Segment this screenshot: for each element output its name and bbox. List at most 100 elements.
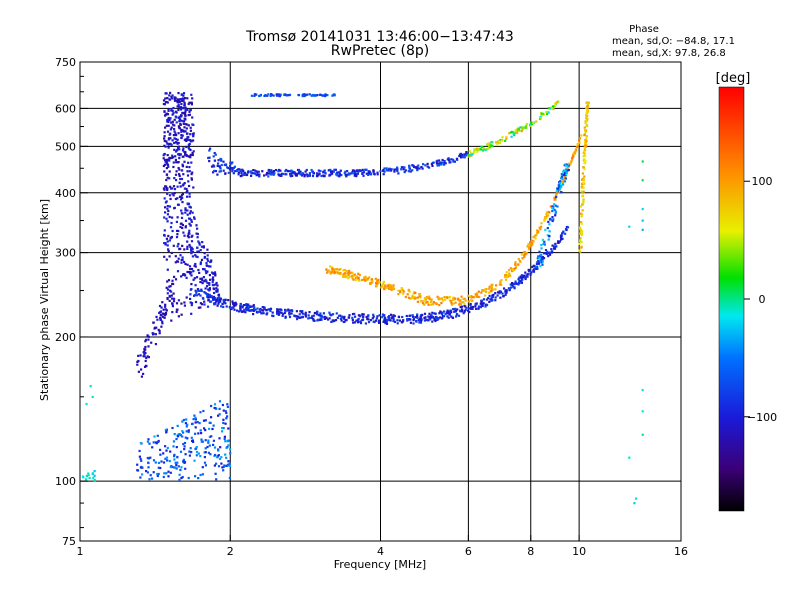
data-point <box>159 318 162 321</box>
data-point <box>491 144 494 147</box>
data-point <box>208 435 211 438</box>
data-point <box>225 417 228 420</box>
data-point <box>311 315 314 318</box>
data-point <box>319 318 322 321</box>
data-point <box>530 271 533 274</box>
data-point <box>196 227 199 230</box>
data-point <box>557 186 560 189</box>
data-point <box>175 229 179 232</box>
data-point <box>285 173 288 176</box>
data-point <box>166 288 170 291</box>
data-point <box>167 109 170 112</box>
data-point <box>188 229 191 232</box>
data-point <box>304 170 307 173</box>
data-point <box>584 161 587 165</box>
data-point <box>166 297 169 301</box>
data-point <box>213 297 216 300</box>
data-point <box>155 326 158 329</box>
data-point <box>419 317 422 320</box>
data-point <box>301 310 304 313</box>
data-point <box>163 197 166 200</box>
data-point <box>527 270 531 273</box>
data-point <box>167 137 171 140</box>
data-point <box>406 318 409 321</box>
data-point <box>166 280 169 283</box>
data-point <box>426 165 429 168</box>
data-point <box>160 325 163 328</box>
data-point <box>308 316 311 319</box>
data-point <box>449 300 452 303</box>
data-point <box>586 124 589 127</box>
data-point <box>188 265 192 268</box>
data-point <box>192 186 195 189</box>
data-point <box>261 170 264 173</box>
data-point <box>284 315 287 318</box>
data-point <box>553 245 556 248</box>
y-tick-label: 300 <box>55 247 76 260</box>
data-point <box>262 312 265 315</box>
data-point <box>474 305 477 308</box>
data-point <box>250 172 253 175</box>
data-point <box>570 161 573 164</box>
data-point <box>522 276 525 279</box>
data-point <box>584 148 587 151</box>
data-point <box>463 302 466 305</box>
data-point <box>278 313 281 316</box>
data-point <box>166 118 170 121</box>
data-point <box>194 284 197 287</box>
data-point <box>326 270 329 273</box>
data-point <box>435 317 438 320</box>
data-point <box>468 307 471 310</box>
data-point <box>191 247 194 251</box>
data-point <box>199 249 202 252</box>
data-point <box>343 268 346 272</box>
data-point <box>447 310 450 313</box>
data-point <box>467 294 470 297</box>
data-point <box>193 217 196 220</box>
data-point <box>272 173 275 176</box>
data-point <box>476 295 479 298</box>
data-point <box>354 276 358 280</box>
data-point <box>252 169 255 172</box>
data-point <box>485 288 488 291</box>
data-point <box>319 169 322 173</box>
data-point <box>173 137 176 140</box>
data-point <box>373 172 376 175</box>
data-point <box>190 436 193 439</box>
data-point <box>539 260 542 263</box>
y-tick-label: 200 <box>55 331 76 344</box>
data-point <box>164 185 167 188</box>
data-point <box>177 141 180 145</box>
data-point <box>188 232 191 235</box>
data-point <box>170 121 173 124</box>
data-point <box>212 298 215 301</box>
data-point <box>318 172 321 176</box>
data-point <box>370 278 373 281</box>
data-point <box>185 187 188 191</box>
data-point <box>223 464 226 467</box>
data-point <box>229 452 232 455</box>
data-point <box>227 167 230 170</box>
data-point <box>206 264 209 267</box>
data-point <box>201 282 204 285</box>
data-point <box>215 298 218 301</box>
data-point <box>441 158 444 162</box>
data-point <box>161 320 164 323</box>
data-point <box>225 411 228 415</box>
data-point <box>186 97 189 100</box>
data-point <box>144 359 147 363</box>
data-point <box>545 211 548 214</box>
data-point <box>162 154 165 157</box>
data-point <box>357 170 360 173</box>
data-point <box>555 191 558 194</box>
data-point <box>253 307 256 310</box>
data-point <box>189 129 192 132</box>
data-point <box>396 319 399 322</box>
data-point <box>570 160 573 163</box>
data-point <box>547 252 550 255</box>
data-point <box>147 335 150 338</box>
data-point <box>263 174 266 177</box>
data-point <box>437 164 440 167</box>
data-point <box>204 451 207 454</box>
data-point <box>416 169 419 172</box>
